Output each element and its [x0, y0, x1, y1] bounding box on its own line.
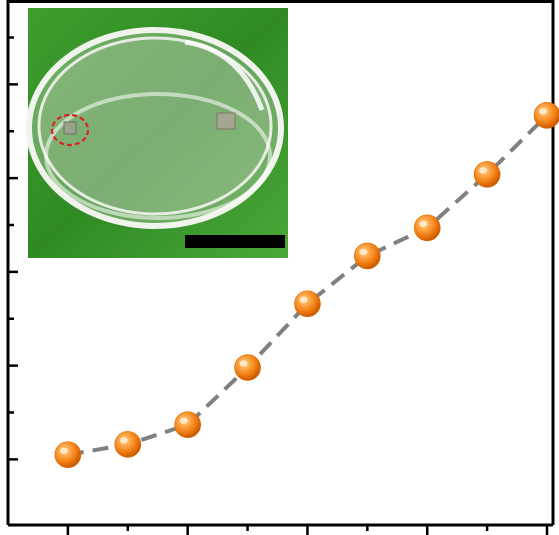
- petri-dish-outer-rim: [26, 27, 284, 229]
- data-point-marker: [533, 102, 559, 129]
- series-line: [67, 113, 549, 457]
- petri-dish-inner-rim: [37, 36, 273, 216]
- sample-highlight-circle: [50, 113, 90, 147]
- inset-photo: [26, 8, 288, 258]
- axes: [6, 0, 555, 535]
- data-point: [473, 161, 501, 188]
- data-point: [114, 431, 142, 458]
- data-point-marker: [473, 161, 501, 188]
- data-point-marker: [294, 290, 321, 318]
- data-point-marker: [54, 441, 82, 468]
- data-point-highlight: [239, 360, 248, 367]
- petri-dish-wall: [44, 92, 272, 220]
- plot-area: [54, 102, 559, 468]
- data-point-highlight: [539, 108, 548, 115]
- data-point: [174, 411, 201, 438]
- data-point-marker: [174, 411, 201, 438]
- data-point-marker: [413, 214, 441, 242]
- data-point-highlight: [119, 437, 128, 444]
- data-point-marker: [114, 431, 142, 458]
- data-point-highlight: [299, 296, 308, 303]
- data-point: [533, 102, 559, 129]
- data-point-highlight: [359, 248, 368, 256]
- data-point: [413, 214, 441, 242]
- data-point-highlight: [479, 167, 488, 174]
- data-point: [54, 441, 82, 468]
- data-point-highlight: [59, 447, 68, 454]
- data-point: [294, 290, 321, 318]
- petri-dish-glare: [184, 39, 265, 111]
- data-point-highlight: [179, 417, 188, 424]
- data-point: [234, 354, 261, 381]
- data-point-highlight: [419, 220, 428, 228]
- scale-bar: [185, 235, 285, 248]
- data-point: [354, 242, 381, 270]
- sample-a: [63, 121, 77, 135]
- data-point-marker: [354, 242, 381, 270]
- sample-b: [216, 112, 236, 130]
- data-point-marker: [234, 354, 261, 381]
